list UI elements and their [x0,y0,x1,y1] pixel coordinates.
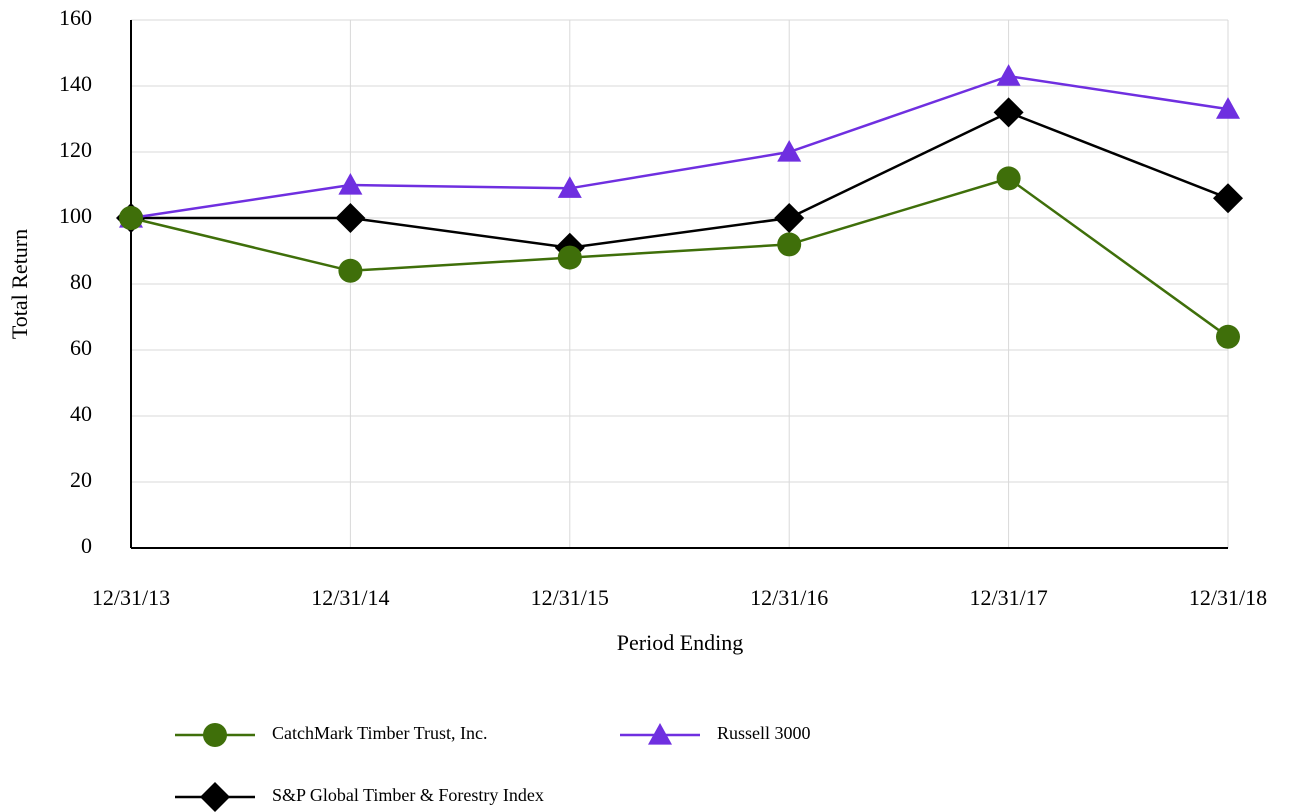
marker [119,206,143,230]
x-tick-label: 12/31/16 [750,585,828,610]
y-tick-label: 120 [59,137,92,162]
marker [557,245,582,270]
y-tick-label: 80 [70,269,92,294]
y-tick-label: 100 [59,203,92,228]
x-axis-label: Period Ending [617,630,744,655]
y-tick-label: 20 [70,467,92,492]
y-tick-label: 140 [59,71,92,96]
marker [777,232,802,257]
marker [338,258,363,283]
marker [774,203,805,233]
y-tick-label: 60 [70,335,92,360]
marker [1216,97,1240,119]
marker [1213,183,1243,214]
x-tick-label: 12/31/17 [969,585,1047,610]
x-tick-label: 12/31/14 [311,585,389,610]
marker [557,176,582,198]
y-tick-label: 0 [81,533,92,558]
marker [338,173,363,195]
series-line [130,177,1229,338]
y-tick-label: 40 [70,401,92,426]
legend-marker [203,723,227,747]
marker [996,166,1021,191]
x-tick-label: 12/31/15 [531,585,609,610]
marker [993,97,1024,128]
y-tick-label: 160 [59,5,92,30]
legend-label: CatchMark Timber Trust, Inc. [272,723,488,743]
marker [1216,324,1240,349]
y-axis-label: Total Return [7,229,32,339]
x-tick-label: 12/31/18 [1189,585,1267,610]
series-line [131,111,1229,249]
legend-label: Russell 3000 [717,723,811,743]
marker [335,203,366,233]
marker [996,64,1021,86]
legend-label: S&P Global Timber & Forestry Index [272,785,544,805]
x-tick-label: 12/31/13 [92,585,170,610]
series-line [130,74,1229,220]
legend-marker [200,782,230,812]
legend-marker [648,723,672,745]
marker [777,140,802,162]
